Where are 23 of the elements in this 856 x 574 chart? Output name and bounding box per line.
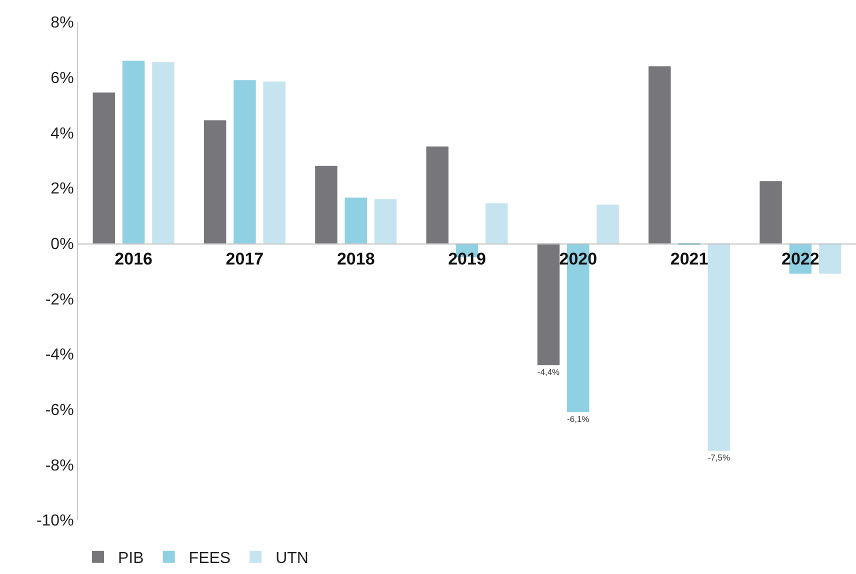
y-tick-label: 0% (50, 236, 74, 253)
y-tick-label: 4% (50, 125, 74, 142)
y-tick-label: 6% (50, 70, 74, 87)
x-tick-label: 2017 (226, 250, 264, 269)
y-tick-label: 8% (50, 14, 74, 32)
y-tick-label: -10% (36, 512, 74, 530)
y-tick-label: -8% (45, 457, 74, 474)
y-tick-label: -2% (45, 291, 74, 308)
y-tick-label: -6% (45, 402, 74, 419)
x-tick-label: 2021 (670, 250, 708, 269)
x-tick-label: 2020 (559, 250, 598, 269)
data-label: -4,4% (537, 366, 560, 377)
x-tick-label: 2022 (782, 250, 820, 269)
legend-label: UTN (276, 550, 308, 568)
data-label: -7,5% (708, 452, 730, 463)
legend-label: FEES (188, 550, 231, 568)
legend-label: PIB (118, 550, 144, 568)
y-tick-label: -4% (45, 346, 74, 364)
data-label: -6,1% (567, 414, 590, 424)
x-tick-label: 2016 (114, 250, 152, 269)
y-tick-label: 2% (50, 180, 74, 198)
x-tick-label: 2018 (336, 250, 375, 269)
x-tick-label: 2019 (448, 250, 486, 269)
